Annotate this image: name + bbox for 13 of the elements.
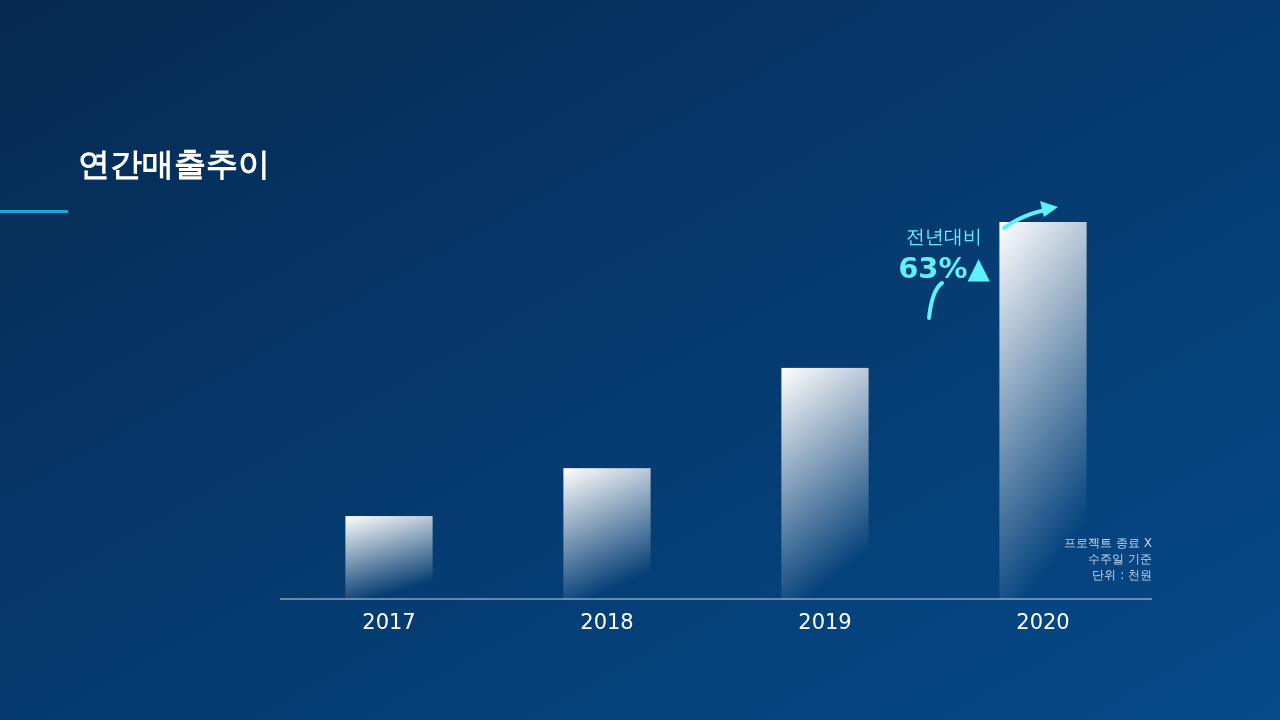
x-tick-label: 2019 xyxy=(798,610,852,634)
x-tick-label: 2020 xyxy=(1016,610,1070,634)
annotation: 프로젝트 종료 X xyxy=(1064,536,1152,550)
bar xyxy=(563,468,651,599)
annotation: 전년대비 xyxy=(906,225,982,247)
annotation: 수주일 기준 xyxy=(1088,552,1152,566)
x-tick-label: 2018 xyxy=(580,610,634,634)
bar xyxy=(345,516,433,599)
annotation: 63%▲ xyxy=(898,251,991,285)
chart-title: 연간매출추이 xyxy=(78,145,270,183)
annotation: 단위 : 천원 xyxy=(1092,568,1152,582)
x-tick-label: 2017 xyxy=(362,610,416,634)
bar xyxy=(781,367,869,599)
